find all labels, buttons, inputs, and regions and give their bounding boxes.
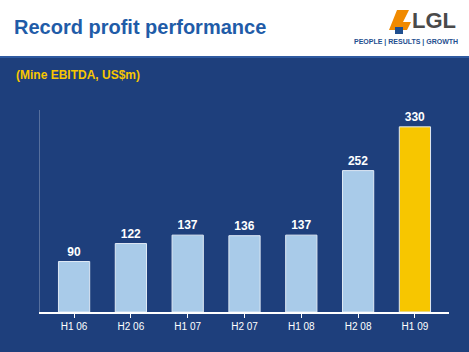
svg-text:Record profit performance: Record profit performance bbox=[14, 16, 266, 38]
svg-text:LGL: LGL bbox=[412, 8, 456, 33]
svg-text:137: 137 bbox=[291, 218, 311, 232]
svg-text:H2 07: H2 07 bbox=[231, 321, 258, 332]
svg-text:H1 06: H1 06 bbox=[61, 321, 88, 332]
svg-text:H2 06: H2 06 bbox=[118, 321, 145, 332]
svg-text:(Mine EBITDA, US$m): (Mine EBITDA, US$m) bbox=[16, 68, 140, 82]
svg-text:122: 122 bbox=[121, 227, 141, 241]
svg-text:PEOPLE | RESULTS | GROWTH: PEOPLE | RESULTS | GROWTH bbox=[354, 38, 458, 46]
svg-text:90: 90 bbox=[67, 245, 81, 259]
svg-text:H1 09: H1 09 bbox=[402, 321, 429, 332]
svg-text:330: 330 bbox=[405, 110, 425, 124]
svg-text:137: 137 bbox=[178, 218, 198, 232]
svg-text:252: 252 bbox=[348, 154, 368, 168]
svg-text:H1 07: H1 07 bbox=[174, 321, 201, 332]
svg-text:H1 08: H1 08 bbox=[288, 321, 315, 332]
svg-text:136: 136 bbox=[234, 219, 254, 233]
svg-text:H2 08: H2 08 bbox=[345, 321, 372, 332]
